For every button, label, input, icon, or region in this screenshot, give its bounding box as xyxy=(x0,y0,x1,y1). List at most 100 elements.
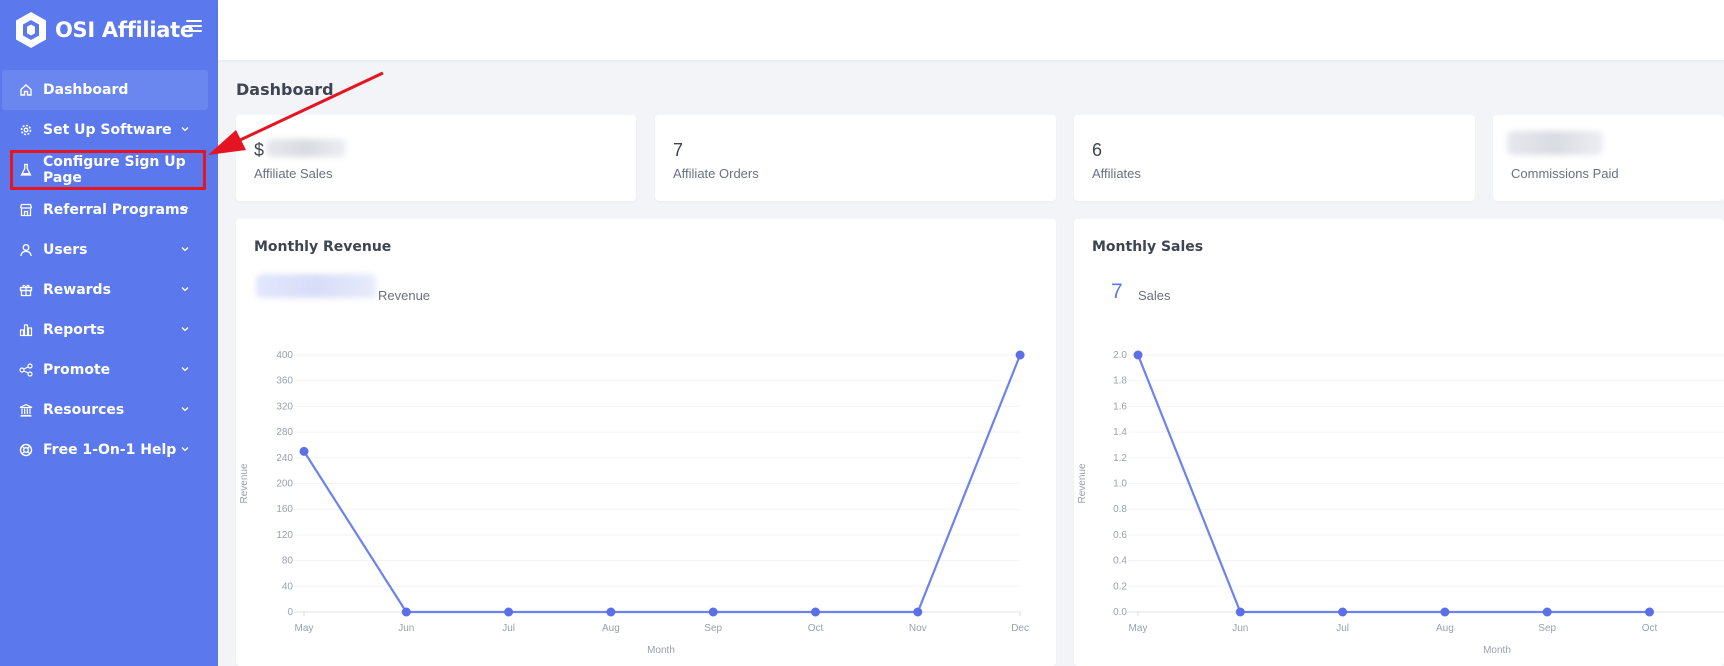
stat-label: Commissions Paid xyxy=(1511,166,1619,181)
y-axis-title: Revenue xyxy=(239,463,250,503)
sidebar-item-label: Set Up Software xyxy=(43,122,172,138)
y-axis-title: Revenue xyxy=(1077,463,1088,503)
sidebar-item-reports[interactable]: Reports xyxy=(0,310,218,350)
topbar xyxy=(218,0,1724,60)
stat-label: Affiliate Orders xyxy=(673,166,759,181)
chart-title: Monthly Revenue xyxy=(254,239,392,255)
x-axis-title: Month xyxy=(1483,645,1511,656)
sidebar-item-label: Configure Sign Up Page xyxy=(43,154,186,186)
sidebar-item-rewards[interactable]: Rewards xyxy=(0,270,218,310)
chevron-down-icon xyxy=(181,207,189,212)
chart-card-monthly-sales: Monthly Sales 7 Sales 0.0 0.2 0.4 0.6 0.8 1.0… xyxy=(1074,219,1724,666)
series-line xyxy=(1136,354,1650,614)
obscured-value xyxy=(266,139,346,157)
x-tick-label: Jun xyxy=(1232,623,1248,634)
monthly-revenue-chart: 0 40 80 120 160 200 240 280 320 360 400 May Jun Jul Au… xyxy=(239,350,1029,656)
x-tick-label: May xyxy=(295,623,314,634)
stat-value: 6 xyxy=(1092,140,1103,160)
stat-label: Affiliate Sales xyxy=(254,166,333,181)
y-tick-label: 0 xyxy=(287,607,293,618)
x-tick-label: Jun xyxy=(398,623,414,634)
x-tick-label: Jul xyxy=(502,623,515,634)
bar-chart-icon xyxy=(19,323,33,337)
x-tick-label: Oct xyxy=(1642,623,1658,634)
y-tick-label: 80 xyxy=(282,556,294,567)
series-line xyxy=(303,354,1022,614)
x-tick-label: Aug xyxy=(1436,623,1454,634)
sidebar-item-label: Users xyxy=(43,242,88,258)
menu-toggle-icon[interactable] xyxy=(186,20,202,34)
summary-value: 7 xyxy=(1111,280,1123,303)
data-point xyxy=(1440,607,1450,617)
bank-icon xyxy=(19,403,33,417)
x-tick-label: Jul xyxy=(1336,623,1349,634)
chevron-down-icon xyxy=(181,247,189,252)
y-tick-label: 1.8 xyxy=(1113,376,1127,387)
sidebar-item-configure-sign-up-page[interactable]: Configure Sign Up Page xyxy=(10,150,206,190)
store-icon xyxy=(19,203,33,217)
x-tick-label: Oct xyxy=(808,623,824,634)
data-point xyxy=(913,607,923,617)
sidebar-item-label: Promote xyxy=(43,362,111,378)
stat-value: $ xyxy=(254,140,265,160)
sidebar-nav: Dashboard Set Up Software Configure Sign… xyxy=(0,70,218,470)
data-point xyxy=(1235,607,1245,617)
app-name: OSI Affiliate xyxy=(55,18,194,42)
brand[interactable]: OSI Affiliate xyxy=(14,11,194,49)
y-tick-label: 1.6 xyxy=(1113,401,1127,412)
y-tick-label: 0.6 xyxy=(1113,530,1127,541)
user-icon xyxy=(19,243,33,257)
data-point xyxy=(1645,607,1654,617)
share-icon xyxy=(19,363,33,377)
sidebar-item-label: Referral Programs xyxy=(43,202,188,218)
home-icon xyxy=(19,83,33,97)
chevron-down-icon xyxy=(181,127,189,132)
x-tick-label: May xyxy=(1129,623,1148,634)
x-tick-label: Dec xyxy=(1011,623,1029,634)
data-point xyxy=(606,607,616,617)
chevron-down-icon xyxy=(181,327,189,332)
obscured-value xyxy=(1507,131,1603,155)
chart-card-monthly-revenue: Monthly Revenue Revenue 0 40 80 120 160 200 24… xyxy=(236,219,1056,666)
sidebar-item-set-up-software[interactable]: Set Up Software xyxy=(0,110,218,150)
x-axis-title: Month xyxy=(647,645,675,656)
data-point xyxy=(1015,350,1025,360)
chevron-down-icon xyxy=(181,447,189,452)
sidebar-item-resources[interactable]: Resources xyxy=(0,390,218,430)
sidebar-item-referral-programs[interactable]: Referral Programs xyxy=(0,190,218,230)
sidebar-item-dashboard[interactable]: Dashboard xyxy=(2,70,208,110)
data-point xyxy=(811,607,820,617)
data-point xyxy=(1133,350,1143,360)
y-tick-label: 360 xyxy=(276,376,293,387)
lifebuoy-icon xyxy=(19,443,33,457)
sidebar-item-label: Resources xyxy=(43,402,125,418)
y-tick-label: 120 xyxy=(276,530,293,541)
sidebar-item-users[interactable]: Users xyxy=(0,230,218,270)
chart-title: Monthly Sales xyxy=(1092,239,1204,255)
gift-icon xyxy=(19,283,33,297)
gear-icon xyxy=(19,123,33,137)
sidebar-item-label: Reports xyxy=(43,322,105,338)
sidebar-item-free-help[interactable]: Free 1-On-1 Help xyxy=(0,430,218,470)
chevron-down-icon xyxy=(181,367,189,372)
stat-label: Affiliates xyxy=(1092,166,1141,181)
y-tick-label: 160 xyxy=(276,504,293,515)
sidebar-item-promote[interactable]: Promote xyxy=(0,350,218,390)
y-tick-label: 1.0 xyxy=(1113,479,1127,490)
summary-label: Sales xyxy=(1138,288,1171,303)
sidebar-item-label: Dashboard xyxy=(43,82,129,98)
y-tick-label: 2.0 xyxy=(1113,350,1127,361)
y-tick-label: 320 xyxy=(276,401,293,412)
stat-card-affiliate-orders: 7 Affiliate Orders xyxy=(655,115,1056,201)
x-tick-label: Aug xyxy=(602,623,620,634)
chevron-down-icon xyxy=(181,287,189,292)
y-tick-label: 40 xyxy=(282,581,294,592)
stat-card-affiliate-sales: $ Affiliate Sales xyxy=(236,115,636,201)
y-tick-label: 200 xyxy=(276,479,293,490)
page-title: Dashboard xyxy=(236,80,334,99)
stat-card-affiliates: 6 Affiliates xyxy=(1074,115,1475,201)
y-tick-label: 240 xyxy=(276,453,293,464)
y-tick-label: 280 xyxy=(276,427,293,438)
data-point xyxy=(504,607,514,617)
y-tick-label: 400 xyxy=(276,350,293,361)
